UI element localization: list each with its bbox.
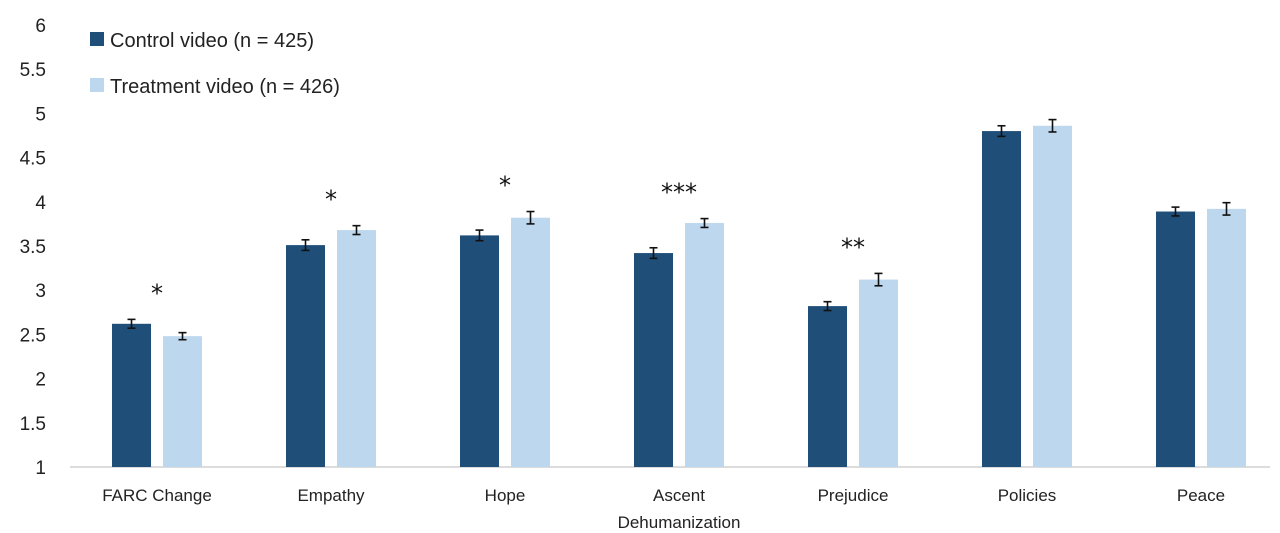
- bar-treatment: [685, 223, 724, 467]
- bar-treatment: [1033, 125, 1072, 467]
- bar-treatment: [1207, 208, 1246, 467]
- error-bar: [1222, 201, 1231, 216]
- y-tick-label: 2.5: [20, 325, 46, 346]
- error-bar: [301, 239, 310, 252]
- significance-label: *: [325, 186, 337, 214]
- error-bar: [874, 272, 883, 287]
- y-tick-label: 3.5: [20, 237, 46, 258]
- legend-label-treatment: Treatment video (n = 426): [110, 76, 340, 98]
- y-tick-label: 1.5: [20, 414, 46, 435]
- bar-control: [1156, 211, 1195, 467]
- category-label: Ascent: [653, 486, 705, 505]
- error-bar: [700, 217, 709, 229]
- error-bar: [475, 229, 484, 242]
- y-tick-label: 5: [35, 104, 46, 125]
- y-tick-label: 6: [35, 16, 46, 37]
- legend-swatch-control: [90, 32, 104, 46]
- error-bar: [823, 300, 832, 312]
- significance-label: **: [841, 233, 865, 261]
- bar-control: [460, 235, 499, 467]
- y-tick-label: 1: [35, 458, 46, 479]
- significance-label: ***: [661, 179, 697, 207]
- category-label: FARC Change: [102, 486, 212, 505]
- bar-treatment: [511, 217, 550, 467]
- error-bars-group: [127, 118, 1231, 341]
- bar-treatment: [163, 336, 202, 467]
- category-label: Empathy: [297, 486, 365, 505]
- bars-group: [112, 125, 1246, 467]
- error-bar: [1171, 206, 1180, 217]
- bar-control: [808, 306, 847, 467]
- category-label: Hope: [485, 486, 526, 505]
- error-bar: [352, 224, 361, 236]
- error-bar: [127, 318, 136, 330]
- category-label: Policies: [998, 486, 1057, 505]
- y-tick-label: 4: [35, 193, 46, 214]
- bar-treatment: [337, 230, 376, 467]
- y-tick-label: 2: [35, 370, 46, 391]
- y-tick-label: 4.5: [20, 149, 46, 170]
- error-bar: [526, 210, 535, 225]
- error-bar: [1048, 118, 1057, 133]
- bar-control: [286, 245, 325, 467]
- legend: Control video (n = 425) Treatment video …: [90, 30, 340, 98]
- significance-label: *: [151, 279, 163, 307]
- bar-control: [112, 323, 151, 467]
- category-label: Dehumanization: [618, 513, 741, 532]
- y-tick-label: 5.5: [20, 60, 46, 81]
- category-label: Peace: [1177, 486, 1225, 505]
- legend-swatch-treatment: [90, 78, 104, 92]
- significance-label: *: [499, 172, 511, 200]
- bar-treatment: [859, 279, 898, 467]
- bar-control: [982, 131, 1021, 467]
- y-axis-ticks: 1 1.5 2 2.5 3 3.5 4 4.5 5 5.5 6: [20, 16, 47, 479]
- legend-label-control: Control video (n = 425): [110, 30, 314, 52]
- bar-control: [634, 253, 673, 467]
- category-labels: FARC Change Empathy Hope Ascent Dehumanizati…: [102, 486, 1225, 532]
- error-bar: [997, 124, 1006, 138]
- category-label: Prejudice: [818, 486, 889, 505]
- significance-annotations: *** *****: [151, 172, 865, 308]
- error-bar: [649, 246, 658, 260]
- y-tick-label: 3: [35, 281, 46, 302]
- error-bar: [178, 331, 187, 341]
